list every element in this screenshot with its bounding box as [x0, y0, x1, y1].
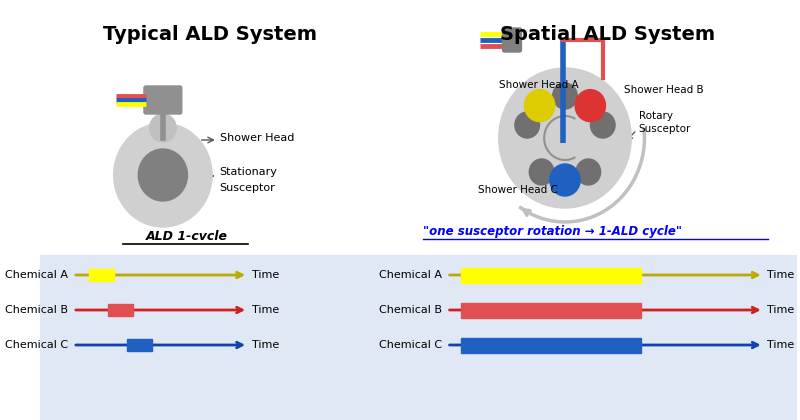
Circle shape — [515, 112, 539, 138]
Text: Shower Head: Shower Head — [220, 133, 294, 143]
Circle shape — [498, 68, 631, 208]
Circle shape — [525, 89, 554, 122]
Circle shape — [590, 112, 615, 138]
Bar — [127, 339, 151, 351]
Text: Typical ALD System: Typical ALD System — [103, 25, 317, 44]
Circle shape — [553, 83, 578, 109]
Bar — [40, 255, 797, 420]
Text: "one susceptor rotation → 1-ALD cycle": "one susceptor rotation → 1-ALD cycle" — [423, 225, 682, 238]
Circle shape — [150, 114, 176, 142]
Text: Time: Time — [767, 270, 794, 280]
Text: Chemical A: Chemical A — [379, 270, 442, 280]
Text: Shower Head B: Shower Head B — [624, 85, 703, 95]
Bar — [461, 302, 641, 318]
Circle shape — [576, 159, 601, 185]
Bar — [461, 268, 641, 283]
Text: Time: Time — [767, 305, 794, 315]
Text: Time: Time — [767, 340, 794, 350]
Text: Chemical B: Chemical B — [6, 305, 68, 315]
Text: Susceptor: Susceptor — [220, 183, 275, 193]
Text: Time: Time — [252, 340, 279, 350]
FancyBboxPatch shape — [502, 28, 522, 52]
Text: Shower Head C: Shower Head C — [478, 185, 558, 195]
FancyBboxPatch shape — [144, 86, 182, 114]
Text: Chemical B: Chemical B — [379, 305, 442, 315]
Text: Chemical C: Chemical C — [379, 340, 442, 350]
Text: Time: Time — [252, 270, 279, 280]
Circle shape — [530, 159, 554, 185]
Text: Susceptor: Susceptor — [638, 124, 691, 134]
Text: Rotary: Rotary — [638, 111, 673, 121]
Text: Chemical A: Chemical A — [6, 270, 68, 280]
Bar — [461, 338, 641, 352]
Bar — [108, 304, 133, 316]
Text: Time: Time — [252, 305, 279, 315]
Text: Spatial ALD System: Spatial ALD System — [500, 25, 715, 44]
Bar — [89, 269, 114, 281]
Text: Shower Head A: Shower Head A — [498, 80, 578, 90]
Text: ALD 1-cvcle: ALD 1-cvcle — [146, 230, 227, 243]
Circle shape — [575, 89, 606, 122]
Circle shape — [138, 149, 187, 201]
Circle shape — [550, 164, 580, 196]
Text: Stationary: Stationary — [220, 167, 278, 177]
Text: Chemical C: Chemical C — [5, 340, 68, 350]
Circle shape — [114, 123, 212, 227]
